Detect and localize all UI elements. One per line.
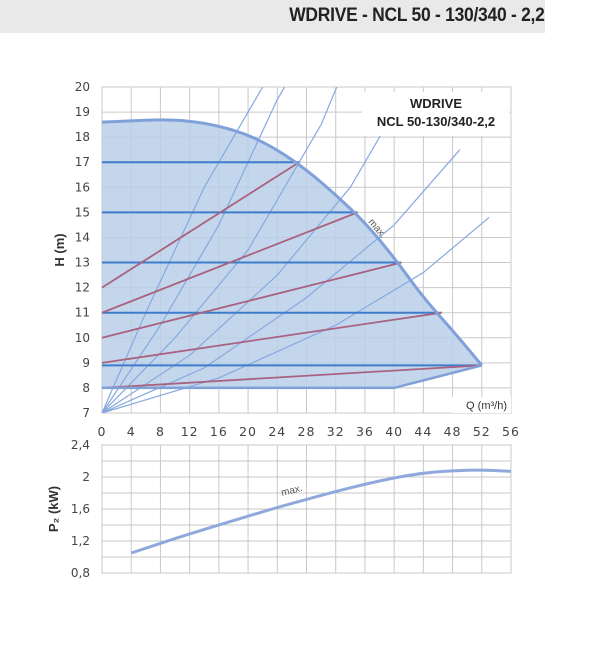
hq-system-curve (102, 216, 490, 413)
hq-system-curve (102, 99, 402, 413)
hq-x-tick-label: 48 (444, 424, 462, 439)
hq-y-tick-label: 7 (82, 406, 90, 420)
hq-system-curve (102, 149, 461, 413)
model-label-box (362, 92, 509, 136)
hq-system-curve (102, 87, 264, 413)
hq-x-tick-label: 0 (98, 424, 107, 439)
hq-proportional-pressure-line (101, 311, 442, 364)
hq-proportional-pressure-line (101, 161, 300, 289)
hq-max-curve-line (101, 118, 483, 367)
hq-system-curve (102, 87, 338, 413)
hq-x-tick-label: 20 (239, 424, 257, 439)
x-axis-label-box (452, 397, 511, 413)
hq-x-tick-label: 36 (356, 424, 374, 439)
p-y-tick-label: 0,8 (71, 566, 90, 580)
p-grid (101, 444, 512, 574)
p-y-tick-label: 2 (82, 470, 90, 484)
hq-max-curve (101, 118, 483, 390)
hq-y-tick-label: 11 (75, 306, 90, 320)
hq-x-tick-label: 32 (327, 424, 345, 439)
hq-min-curve-line (102, 364, 483, 390)
p-power-curve (130, 468, 512, 555)
hq-x-tick-label: 56 (502, 424, 520, 439)
hq-y-tick-label: 14 (75, 230, 90, 244)
hq-x-tick-label: 4 (127, 424, 136, 439)
hq-y-tick-label: 12 (75, 281, 90, 295)
hq-y-tick-label: 15 (75, 205, 90, 219)
hq-x-tick-label: 52 (473, 424, 491, 439)
p-axis-ticks: 0,8 1,2 1,6 2 2,4 (71, 438, 90, 580)
hq-proportional-pressure-line (101, 211, 358, 314)
model-label-line2: NCL 50-130/340-2,2 (377, 114, 495, 129)
hq-y-tick-label: 13 (75, 256, 90, 270)
page-title: WDRIVE - NCL 50 - 130/340 - 2,2 (289, 5, 546, 26)
model-label-line1: WDRIVE (410, 96, 462, 111)
hq-x-tick-label: 28 (298, 424, 316, 439)
hq-y-tick-label: 19 (75, 105, 90, 119)
hq-proportional-pressure-line (101, 364, 482, 389)
p-y-tick-label: 2,4 (71, 438, 90, 452)
hq-system-curves (102, 87, 490, 413)
header-band (0, 0, 545, 33)
hq-x-tick-label: 40 (385, 424, 403, 439)
hq-x-tick-label: 12 (181, 424, 199, 439)
hq-y-tick-label: 9 (82, 356, 90, 370)
hq-y-tick-label: 18 (75, 130, 90, 144)
hq-x-tick-label: 8 (156, 424, 165, 439)
p-power-line (130, 468, 512, 555)
p-y-tick-label: 1,2 (71, 534, 90, 548)
hq-y-tick-label: 20 (75, 80, 90, 94)
hq-x-tick-label: 44 (414, 424, 432, 439)
hq-x-tick-label: 16 (210, 424, 228, 439)
y-axis-label-h: H (m) (52, 233, 67, 266)
hq-proportional-pressure-lines (101, 161, 482, 389)
hq-y-tick-label: 17 (75, 155, 90, 169)
p-max-label: max. (280, 483, 304, 499)
x-axis-label: Q (m³/h) (466, 400, 507, 412)
hq-proportional-pressure-line (101, 261, 402, 339)
y-axis-label-p2: P₂ (kW) (46, 486, 61, 532)
hq-y-tick-label: 16 (75, 180, 90, 194)
hq-system-curve (102, 87, 286, 413)
hq-y-tick-label: 8 (82, 381, 90, 395)
hq-x-tick-label: 24 (268, 424, 286, 439)
hq-y-tick-label: 10 (75, 331, 90, 345)
p-y-tick-label: 1,6 (71, 502, 90, 516)
hq-constant-pressure-lines (102, 161, 482, 367)
